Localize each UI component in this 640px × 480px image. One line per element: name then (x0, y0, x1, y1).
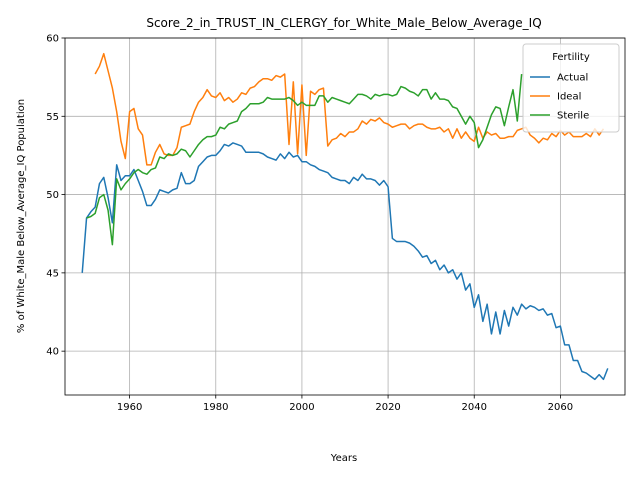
legend-label-ideal: Ideal (557, 92, 581, 103)
series-line-ideal (94, 52, 605, 166)
legend: Fertility Actual Ideal Sterile (522, 43, 620, 133)
y-tick-label: 40 (46, 347, 59, 358)
x-axis-label: Years (330, 453, 357, 464)
x-tick-label: 1960 (117, 402, 142, 413)
y-tick-label: 45 (46, 268, 59, 279)
x-axis: 1960 1980 2000 2020 2040 2060 (117, 395, 573, 413)
legend-items: Actual Ideal Sterile (530, 73, 589, 122)
legend-label-actual: Actual (557, 73, 588, 84)
series-line-actual (81, 142, 609, 381)
series-layer (81, 52, 609, 381)
plot-frame (64, 37, 626, 396)
y-tick-label: 55 (46, 112, 59, 123)
y-axis-label: % of White_Male Below_Average_IQ Populat… (16, 99, 27, 333)
x-tick-label: 2060 (548, 402, 573, 413)
legend-title: Fertility (552, 52, 590, 63)
x-tick-label: 2040 (462, 402, 487, 413)
y-tick-label: 50 (46, 190, 59, 201)
legend-label-sterile: Sterile (557, 111, 589, 122)
chart-title: Score_2_in_TRUST_IN_CLERGY_for_White_Mal… (146, 16, 541, 30)
x-tick-label: 2000 (289, 402, 314, 413)
y-axis: 40 45 50 55 60 (46, 34, 65, 358)
x-tick-label: 2020 (375, 402, 400, 413)
series-line-sterile (86, 73, 523, 246)
x-tick-label: 1980 (203, 402, 228, 413)
y-tick-label: 60 (46, 34, 59, 45)
legend-box (522, 43, 620, 133)
